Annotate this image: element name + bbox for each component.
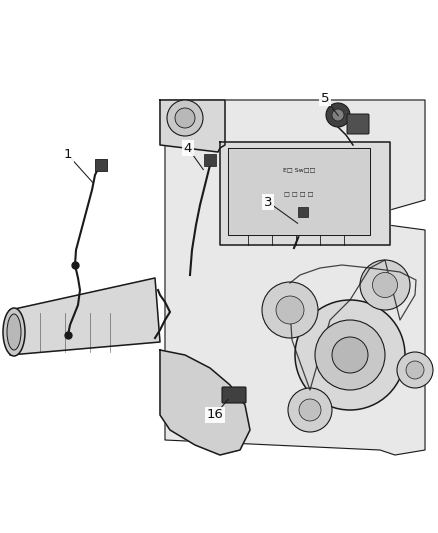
Circle shape xyxy=(372,272,398,297)
Ellipse shape xyxy=(7,314,21,350)
FancyBboxPatch shape xyxy=(204,154,216,166)
Circle shape xyxy=(360,260,410,310)
Polygon shape xyxy=(160,100,225,152)
Circle shape xyxy=(276,296,304,324)
Circle shape xyxy=(288,388,332,432)
FancyBboxPatch shape xyxy=(95,159,107,171)
Circle shape xyxy=(262,282,318,338)
Ellipse shape xyxy=(3,308,25,356)
Polygon shape xyxy=(10,278,160,355)
Text: 3: 3 xyxy=(264,196,272,208)
Circle shape xyxy=(167,100,203,136)
Text: 16: 16 xyxy=(207,408,223,422)
Polygon shape xyxy=(228,148,370,235)
Circle shape xyxy=(397,352,433,388)
Circle shape xyxy=(332,109,344,121)
Text: 5: 5 xyxy=(321,92,329,104)
FancyBboxPatch shape xyxy=(222,387,246,403)
FancyBboxPatch shape xyxy=(298,207,308,217)
Text: E□ Sw□□: E□ Sw□□ xyxy=(283,167,315,173)
Circle shape xyxy=(299,399,321,421)
Text: □ □ □ □: □ □ □ □ xyxy=(284,192,314,198)
Circle shape xyxy=(295,300,405,410)
Circle shape xyxy=(315,320,385,390)
Polygon shape xyxy=(220,142,390,245)
Text: 1: 1 xyxy=(64,149,72,161)
FancyBboxPatch shape xyxy=(347,114,369,134)
Polygon shape xyxy=(160,350,250,455)
Circle shape xyxy=(175,108,195,128)
Circle shape xyxy=(406,361,424,379)
Text: 4: 4 xyxy=(184,141,192,155)
Circle shape xyxy=(326,103,350,127)
Polygon shape xyxy=(165,100,425,455)
Circle shape xyxy=(332,337,368,373)
